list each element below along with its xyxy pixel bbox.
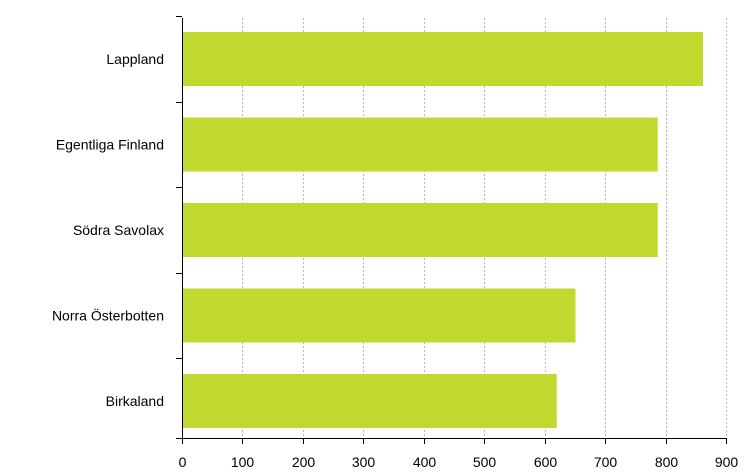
x-tick-label: 300 xyxy=(352,454,376,470)
bar-norra-österbotten xyxy=(183,288,576,343)
x-tick-label: 600 xyxy=(534,454,558,470)
bar-södra-savolax xyxy=(183,203,658,257)
axes xyxy=(176,16,727,444)
category-label: Lappland xyxy=(106,51,164,67)
x-tick-label: 400 xyxy=(413,454,437,470)
x-tick-label: 100 xyxy=(231,454,255,470)
category-label: Egentliga Finland xyxy=(56,137,164,153)
bar-lappland xyxy=(183,32,704,86)
x-tick-label: 500 xyxy=(473,454,497,470)
x-tick-label: 0 xyxy=(179,454,187,470)
category-label: Södra Savolax xyxy=(73,222,164,238)
category-labels: Lappland Egentliga Finland Södra Savolax No… xyxy=(52,51,164,409)
x-tick-label: 700 xyxy=(594,454,618,470)
x-tick-label: 800 xyxy=(655,454,679,470)
x-tick-label: 900 xyxy=(715,454,739,470)
x-tick-labels: 0 100 200 300 400 500 600 700 800 900 xyxy=(179,454,739,470)
category-label: Birkaland xyxy=(106,393,164,409)
bar-egentliga-finland xyxy=(183,117,658,172)
x-tick-label: 200 xyxy=(292,454,316,470)
category-label: Norra Österbotten xyxy=(52,307,164,324)
bar-birkaland xyxy=(183,374,557,428)
bars xyxy=(183,32,704,428)
